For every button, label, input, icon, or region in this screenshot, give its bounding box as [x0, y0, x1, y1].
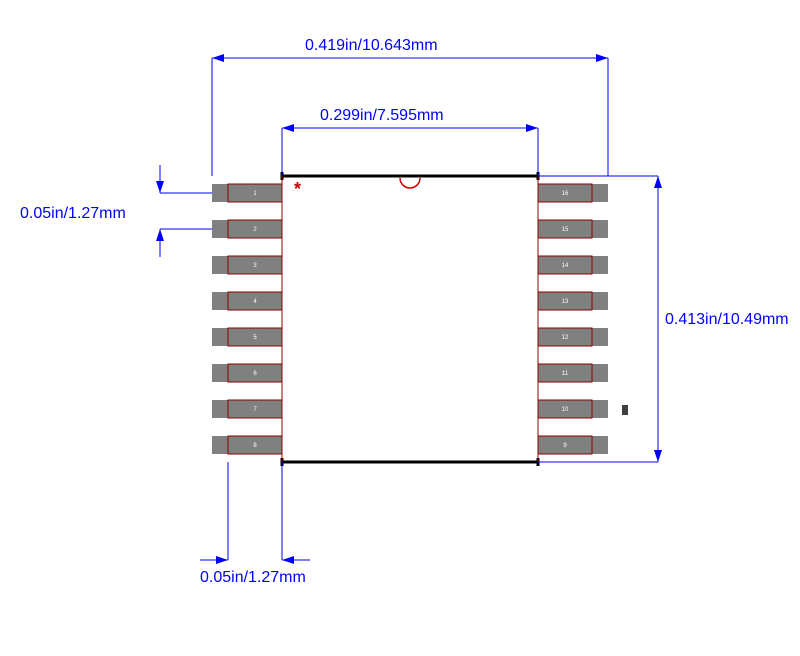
dim-arrow [654, 450, 662, 462]
pad-12 [538, 328, 608, 346]
pin-label-15: 15 [562, 227, 569, 233]
pad-7 [212, 400, 282, 418]
pin-label-14: 14 [562, 263, 569, 269]
dim-body-width: 0.299in/7.595mm [320, 107, 444, 124]
pin-label-10: 10 [562, 407, 569, 413]
pad-4 [212, 292, 282, 310]
dim-pin-pitch: 0.05in/1.27mm [20, 205, 126, 222]
dim-arrow [212, 54, 224, 62]
pad-11 [538, 364, 608, 382]
dim-arrow [654, 176, 662, 188]
pad-3 [212, 256, 282, 274]
footprint-diagram: 11621531441351261171089*0.419in/10.643mm… [0, 0, 800, 656]
dim-pad-width: 0.05in/1.27mm [200, 569, 306, 586]
pin1-notch [400, 178, 420, 188]
dim-arrow [156, 181, 164, 193]
dim-arrow [216, 556, 228, 564]
pad-9 [538, 436, 608, 454]
dim-arrow [282, 124, 294, 132]
dim-overall-width: 0.419in/10.643mm [305, 37, 438, 54]
pad-13 [538, 292, 608, 310]
dim-body-height: 0.413in/10.49mm [665, 311, 789, 328]
orientation-mark [622, 405, 628, 415]
pad-16 [538, 184, 608, 202]
pad-5 [212, 328, 282, 346]
pad-6 [212, 364, 282, 382]
pad-15 [538, 220, 608, 238]
pad-1 [212, 184, 282, 202]
pin-label-11: 11 [562, 371, 569, 377]
dim-arrow [526, 124, 538, 132]
dim-arrow [282, 556, 294, 564]
pad-2 [212, 220, 282, 238]
pin-label-12: 12 [562, 335, 569, 341]
pad-14 [538, 256, 608, 274]
pin-label-16: 16 [562, 191, 569, 197]
pad-8 [212, 436, 282, 454]
pin1-asterisk: * [294, 179, 301, 199]
dim-arrow [156, 229, 164, 241]
pin-label-13: 13 [562, 299, 569, 305]
pad-10 [538, 400, 608, 418]
dim-arrow [596, 54, 608, 62]
